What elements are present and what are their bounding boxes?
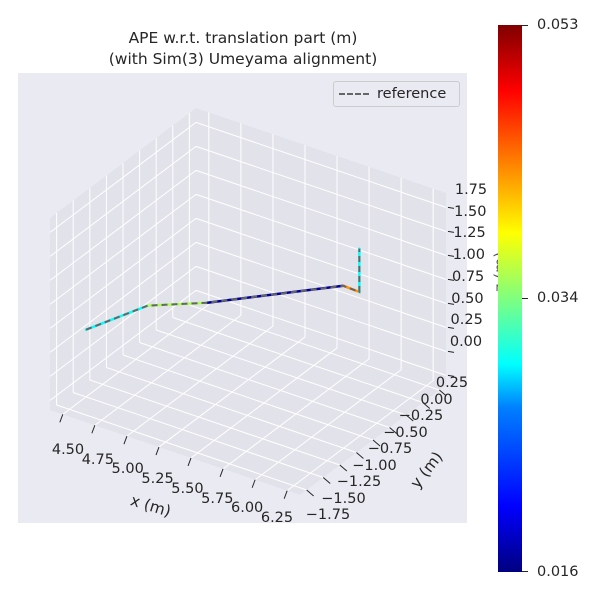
gridline-z <box>49 242 197 353</box>
gridline-y <box>156 329 407 416</box>
z-tick-mark <box>447 254 455 257</box>
z-tick-label: 1.00 <box>452 247 485 264</box>
x-tick-label: 5.50 <box>171 480 204 497</box>
y-tick-mark <box>405 414 414 422</box>
gridline-y <box>89 379 340 466</box>
legend-swatch-reference <box>339 93 369 95</box>
gridline-z <box>195 217 447 304</box>
gridline-y <box>73 392 324 478</box>
gridline-y <box>189 304 440 391</box>
z-tick-mark <box>447 302 455 305</box>
x-tick-label: 4.75 <box>81 451 114 468</box>
gridline-y <box>122 354 374 441</box>
z-tick-label: 1.25 <box>453 225 486 242</box>
y-tick-label: −1.50 <box>321 490 366 507</box>
gridline-z <box>49 122 197 233</box>
gridline-z <box>49 194 197 305</box>
chart-title: APE w.r.t. translation part (m) <box>128 29 358 47</box>
gridline-z <box>195 289 447 376</box>
colorbar-label-mid: 0.034 <box>537 290 579 306</box>
z-tick-mark <box>447 374 455 377</box>
colorbar-label-min: 0.016 <box>537 564 579 580</box>
y-tick-label: −1.00 <box>352 457 397 474</box>
gridline-z <box>49 146 197 257</box>
gridline-y <box>106 367 357 453</box>
colorbar-tick-max <box>522 25 528 26</box>
x-tick-mark <box>187 457 192 467</box>
z-tick-label: 1.75 <box>454 182 488 198</box>
x-tick-label: 6.00 <box>230 500 264 517</box>
reference-line <box>85 248 361 331</box>
colorbar <box>498 25 522 572</box>
z-tick-label: 0.50 <box>451 290 484 307</box>
y-tick-mark <box>422 402 431 409</box>
x-tick-label: 5.75 <box>201 490 234 507</box>
gridline-z <box>195 121 447 208</box>
y-tick-label: −1.75 <box>305 507 351 523</box>
y-tick-label: −1.25 <box>336 474 382 490</box>
y-tick-label: −0.25 <box>398 408 444 424</box>
z-tick-label: 0.25 <box>450 312 483 329</box>
z-tick-label: 1.50 <box>454 203 487 220</box>
y-tick-mark <box>322 477 331 484</box>
colorbar-tick-min <box>522 571 528 572</box>
y-tick-label: −0.50 <box>383 424 428 441</box>
x-tick-mark <box>219 468 224 478</box>
y-tick-mark <box>339 464 348 472</box>
legend: reference <box>333 81 460 107</box>
z-tick-mark <box>447 278 455 281</box>
y-tick-label: −0.75 <box>367 441 413 457</box>
x-tick-mark <box>251 479 256 488</box>
gridline-z <box>49 218 197 329</box>
x-tick-mark <box>283 490 288 499</box>
gridline-z <box>195 169 447 256</box>
x-tick-mark <box>155 446 160 456</box>
x-tick-label: 5.00 <box>111 461 144 478</box>
y-tick-mark <box>372 439 381 447</box>
z-tick-mark <box>447 350 455 353</box>
y-tick-mark <box>356 452 364 459</box>
gridline-z <box>195 145 447 232</box>
z-tick-mark <box>447 230 455 233</box>
colorbar-tick-mid <box>522 298 528 299</box>
y-tick-mark <box>439 389 447 397</box>
x-tick-mark <box>91 425 96 434</box>
z-tick-mark <box>447 206 455 209</box>
y-tick-label: 0.25 <box>435 375 469 391</box>
z-tick-label: 0.75 <box>451 268 485 285</box>
pane-y <box>196 108 446 385</box>
gridline-y <box>139 342 390 428</box>
gridline-z <box>195 265 447 352</box>
gridline-y <box>56 404 307 491</box>
y-tick-mark <box>306 489 314 497</box>
chart-subtitle: (with Sim(3) Umeyama alignment) <box>108 50 378 68</box>
x-tick-mark <box>123 435 128 445</box>
gridline-z <box>195 241 447 328</box>
x-tick-label: 4.50 <box>51 442 85 458</box>
gridline-z <box>49 290 197 401</box>
gridline-y <box>172 317 423 403</box>
colorbar-label-max: 0.053 <box>537 17 579 33</box>
x-tick-mark <box>59 414 64 423</box>
legend-label-reference: reference <box>377 86 447 102</box>
gridline-z <box>195 193 447 280</box>
gridline-z <box>49 170 197 281</box>
x-tick-label: 5.25 <box>141 471 174 488</box>
gridline-z <box>49 266 197 377</box>
y-tick-label: 0.00 <box>420 391 453 408</box>
x-tick-label: 6.25 <box>260 510 294 526</box>
y-tick-mark <box>389 427 397 434</box>
z-tick-mark <box>447 326 455 329</box>
z-tick-label: 0.00 <box>449 334 483 350</box>
